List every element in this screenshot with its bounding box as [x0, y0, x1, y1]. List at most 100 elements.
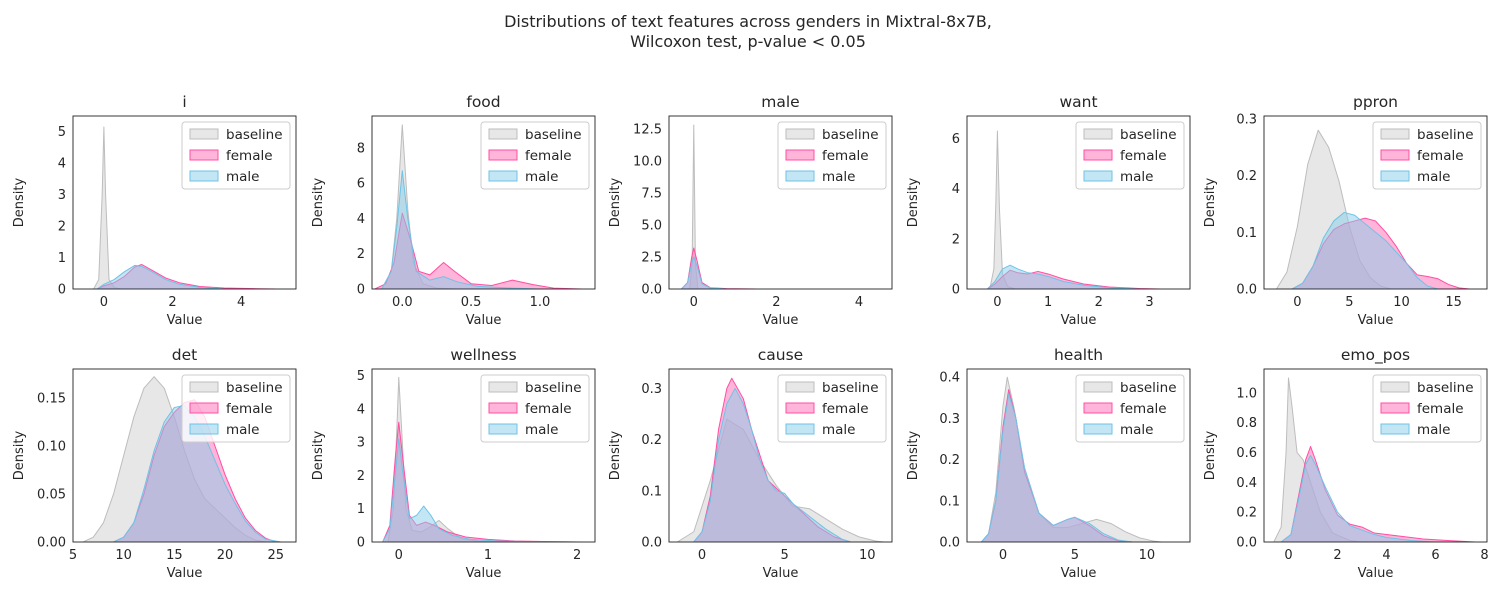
legend-swatch-female: [785, 402, 815, 414]
legend-swatch-male: [1380, 423, 1410, 435]
axes-frame: [668, 368, 893, 543]
y-tick-label: 0: [58, 283, 66, 298]
legend-swatch-female: [1083, 402, 1113, 414]
x-tick-label: 10: [1139, 548, 1156, 563]
subplot-health: health 0 5 10 0.0 0.1 0.2 0.3 0.4 Value Density bas…: [906, 346, 1191, 581]
y-tick-label: 12.5: [633, 122, 662, 137]
legend-swatch-baseline: [488, 128, 518, 140]
x-tick-label: 5: [69, 548, 77, 563]
subplot-want: want 0 1 2 3 0 2 4 6 Value Density baseline female ma…: [906, 93, 1191, 328]
x-tick-label: 10: [859, 548, 876, 563]
y-tick-label: 1.0: [1236, 386, 1257, 401]
y-tick-label: 0.0: [641, 536, 662, 551]
x-tick-label: 1: [484, 548, 492, 563]
y-tick-label: 5: [357, 369, 365, 384]
x-tick-label: 0: [999, 548, 1007, 563]
density-male: [986, 264, 1140, 289]
y-axis-label: Density: [12, 177, 27, 227]
y-tick-label: 4: [357, 402, 365, 417]
legend-label-baseline: baseline: [226, 380, 283, 396]
plot-area: [986, 130, 1161, 289]
legend-label-male: male: [822, 422, 855, 438]
y-tick-label: 0.3: [939, 412, 960, 427]
y-tick-label: 2: [357, 247, 365, 262]
plot-area: [1276, 129, 1470, 289]
x-tick-label: 2: [1333, 548, 1341, 563]
axes-frame: [668, 115, 893, 290]
legend-swatch-male: [189, 423, 219, 435]
y-tick-label: 4: [58, 157, 66, 172]
y-tick-label: 0.10: [37, 439, 66, 454]
legend-label-baseline: baseline: [1120, 380, 1177, 396]
y-tick-label: 3: [357, 436, 365, 451]
density-male: [382, 438, 583, 542]
density-male: [1291, 211, 1439, 289]
plot-area: [93, 126, 276, 289]
legend-label-baseline: baseline: [226, 127, 283, 143]
legend-label-baseline: baseline: [525, 127, 582, 143]
y-tick-label: 0.4: [939, 371, 960, 386]
legend-label-male: male: [226, 169, 259, 185]
legend-label-female: female: [525, 401, 572, 417]
y-tick-label: 10.0: [633, 154, 662, 169]
subplot-title: cause: [758, 346, 803, 364]
y-tick-label: 2: [58, 220, 66, 235]
plot-area: [676, 377, 885, 542]
y-tick-label: 0.1: [641, 484, 662, 499]
legend-swatch-female: [488, 402, 518, 414]
x-tick-label: 15: [166, 548, 183, 563]
legend-swatch-baseline: [1380, 128, 1410, 140]
x-axis-label: Value: [167, 313, 203, 328]
legend-label-baseline: baseline: [1120, 127, 1177, 143]
figure-title-line2: Wilcoxon test, p-value < 0.05: [630, 32, 866, 51]
subplot-title: i: [182, 93, 186, 111]
y-tick-label: 0.0: [641, 283, 662, 298]
x-axis-label: Value: [1358, 313, 1394, 328]
y-tick-label: 0.2: [1236, 169, 1257, 184]
density-male: [96, 264, 225, 289]
legend: baseline female male: [1372, 121, 1482, 190]
subplot-title: food: [466, 93, 500, 111]
legend-swatch-female: [189, 149, 219, 161]
y-tick-label: 3: [58, 188, 66, 203]
subplot-title: det: [172, 346, 197, 364]
legend-swatch-baseline: [1380, 381, 1410, 393]
legend-label-baseline: baseline: [525, 380, 582, 396]
legend-label-male: male: [1417, 169, 1450, 185]
legend-swatch-baseline: [785, 128, 815, 140]
y-tick-label: 0.8: [1236, 416, 1257, 431]
x-axis-label: Value: [763, 313, 799, 328]
y-tick-label: 0.0: [1236, 536, 1257, 551]
subplot-det: det 5 10 15 20 25 0.00 0.05 0.10 0.15 Value Density…: [12, 346, 297, 581]
legend-swatch-female: [1380, 402, 1410, 414]
legend: baseline female male: [1372, 374, 1482, 443]
density-male: [693, 387, 852, 542]
x-tick-label: 20: [217, 548, 234, 563]
x-tick-label: 2: [573, 548, 581, 563]
x-axis-label: Value: [466, 566, 502, 581]
subplot-emo_pos: emo_pos 0 2 4 6 8 0.0 0.2 0.4 0.6 0.8 1.0 Value Densi…: [1203, 346, 1489, 581]
y-axis-label: Density: [906, 177, 921, 227]
legend-label-female: female: [1417, 148, 1464, 164]
y-tick-label: 0.3: [1236, 112, 1257, 127]
subplot-i: i 0 2 4 0 1 2 3 4 5 Value Density baseline female male: [12, 93, 297, 328]
y-axis-label: Density: [311, 430, 326, 480]
legend-swatch-male: [1083, 170, 1113, 182]
x-tick-label: 2: [168, 295, 176, 310]
subplot-title: wellness: [450, 346, 516, 364]
y-tick-label: 6: [952, 132, 960, 147]
x-tick-label: 3: [1145, 295, 1153, 310]
legend-label-female: female: [525, 148, 572, 164]
y-tick-label: 0.2: [1236, 506, 1257, 521]
legend-swatch-baseline: [189, 381, 219, 393]
legend: baseline female male: [1075, 121, 1185, 190]
y-axis-label: Density: [1203, 430, 1218, 480]
y-tick-label: 0.4: [1236, 476, 1257, 491]
legend: baseline female male: [480, 374, 590, 443]
subplot-male: male 0 2 4 0.0 2.5 5.0 7.5 10.0 12.5 Value Density b…: [608, 93, 893, 328]
axes-frame: [1263, 115, 1488, 290]
y-tick-label: 0: [357, 283, 365, 298]
y-tick-label: 8: [357, 141, 365, 156]
y-tick-label: 0.2: [641, 433, 662, 448]
